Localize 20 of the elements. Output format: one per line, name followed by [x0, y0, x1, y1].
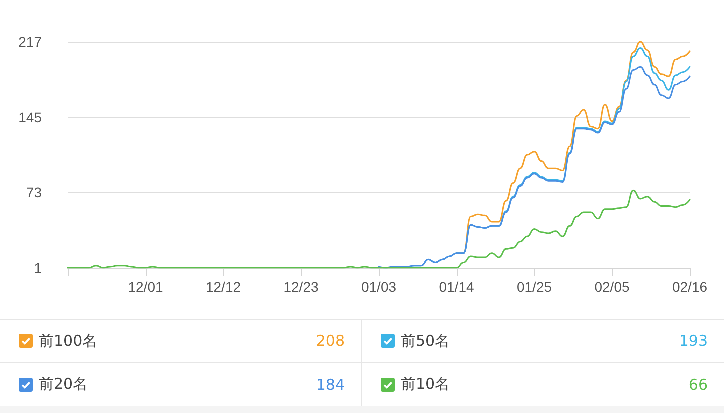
x-tick-label: 01/14 [439, 279, 474, 295]
x-tick-label: 02/16 [672, 279, 708, 295]
x-tick-label: 02/05 [594, 279, 630, 295]
legend-label: 前20名 [39, 375, 88, 394]
x-tick-label: 12/23 [284, 279, 319, 295]
legend-label: 前50名 [401, 332, 450, 350]
text: 66 [688, 376, 708, 394]
x-tick-label: 01/25 [516, 279, 552, 295]
y-tick-label: 73 [26, 184, 42, 201]
x-tick-label: 12/01 [128, 279, 164, 295]
x-tick-label: 01/03 [361, 279, 397, 295]
text: 208 [316, 332, 345, 350]
legend-label: 前10名 [401, 375, 450, 394]
y-tick-label: 145 [18, 109, 42, 126]
legend-label: 前100名 [39, 332, 98, 350]
y-tick-label: 217 [18, 34, 42, 50]
x-tick-label: 12/12 [206, 279, 242, 295]
text: 193 [679, 332, 708, 350]
y-tick-label: 1 [34, 260, 42, 276]
text: 184 [316, 376, 345, 394]
